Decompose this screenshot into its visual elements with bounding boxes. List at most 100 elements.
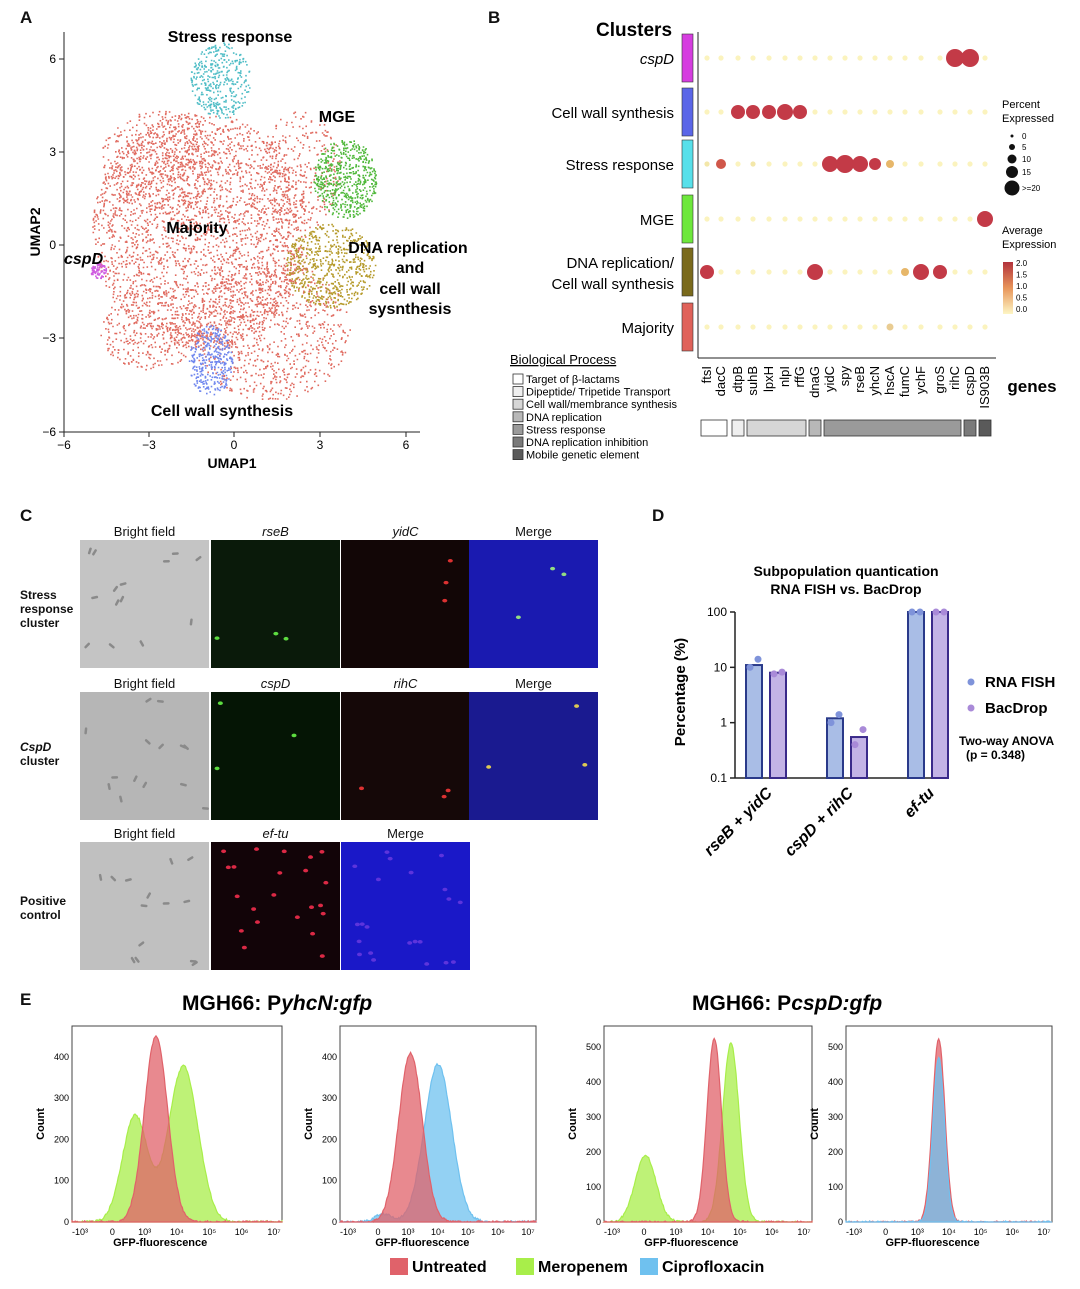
- expression-dot: [782, 269, 788, 275]
- gene-label: IS903B: [977, 366, 992, 409]
- expression-dot: [852, 156, 868, 172]
- expression-dot: [887, 269, 893, 275]
- expression-dot: [746, 105, 760, 119]
- chart-d-ytick: 10: [714, 660, 728, 674]
- expression-dot: [952, 269, 958, 275]
- color-legend-title-1: Average: [1002, 225, 1043, 237]
- flow-xtick: 10⁶: [765, 1227, 779, 1237]
- expression-dot: [967, 269, 973, 275]
- chart-d-ylabel: Percentage (%): [672, 638, 689, 746]
- umap-label-dna-1: DNA replication: [348, 240, 467, 257]
- cluster-color-bar: [681, 247, 694, 297]
- expression-dot: [887, 109, 893, 115]
- expression-dot: [704, 109, 710, 115]
- gene-label: dtpB: [730, 366, 745, 393]
- expression-dot: [842, 55, 848, 61]
- panel-label-e: E: [20, 990, 32, 1009]
- flow-xtick: -10³: [340, 1227, 356, 1237]
- microscopy-image: [80, 540, 209, 668]
- color-legend-title-2: Expression: [1002, 239, 1056, 251]
- flow-legend-label: Meropenem: [538, 1259, 628, 1276]
- expression-dot: [718, 109, 724, 115]
- expression-dot: [967, 161, 973, 167]
- flow-ytick: 200: [54, 1134, 69, 1144]
- umap-ytick: 0: [49, 238, 56, 252]
- cluster-label: Cell wall synthesis: [551, 276, 674, 293]
- microscopy-header: Merge: [515, 676, 552, 691]
- umap-xtick: −3: [142, 438, 156, 452]
- expression-dot: [937, 216, 943, 222]
- umap-xtick: 0: [231, 438, 238, 452]
- microscopy-image: [80, 692, 209, 820]
- expression-dot: [842, 269, 848, 275]
- gene-label: dnaG: [807, 366, 822, 398]
- expression-dot: [718, 55, 724, 61]
- flow-ylabel: Count: [303, 1108, 315, 1140]
- expression-dot: [731, 105, 745, 119]
- flow-xtick: 10⁴: [942, 1227, 956, 1237]
- flow-xlabel: GFP-fluorescence: [644, 1237, 738, 1249]
- size-legend-label: 10: [1022, 155, 1031, 164]
- process-legend-swatch: [512, 436, 524, 448]
- chart-d-bar: [931, 611, 949, 779]
- chart-d-point: [746, 663, 754, 671]
- flow-xtick: 10³: [401, 1227, 414, 1237]
- chart-d-point: [932, 608, 940, 616]
- flow-legend-swatch: [390, 1258, 408, 1275]
- expression-dot: [886, 323, 894, 331]
- flow-ylabel: Count: [35, 1108, 47, 1140]
- umap-label-dna-3: cell wall: [379, 281, 440, 298]
- expression-dot: [718, 324, 724, 330]
- expression-dot: [704, 216, 710, 222]
- microscopy-image: [211, 692, 340, 820]
- chart-d-point: [754, 655, 762, 663]
- expression-dot: [704, 55, 710, 61]
- flow-ytick: 0: [596, 1217, 601, 1227]
- flow-xtick: -10³: [846, 1227, 862, 1237]
- umap-xtick: 6: [403, 438, 410, 452]
- microscopy-image: [341, 842, 470, 970]
- flow-legend-label: Untreated: [412, 1259, 487, 1276]
- expression-dot: [982, 161, 988, 167]
- flow-ytick: 300: [54, 1093, 69, 1103]
- chart-d-point: [827, 719, 835, 727]
- chart-d-point: [835, 711, 843, 719]
- flow-legend-swatch: [516, 1258, 534, 1275]
- cluster-label: DNA replication/: [566, 255, 674, 272]
- gene-label: rffG: [792, 366, 807, 387]
- expression-dot: [716, 159, 726, 169]
- umap-xtick: 3: [317, 438, 324, 452]
- chart-d-subtitle: RNA FISH vs. BacDrop: [770, 581, 921, 597]
- expression-dot: [872, 109, 878, 115]
- chart-d-bar: [745, 664, 763, 779]
- gene-label: rseB: [852, 366, 867, 393]
- flow-xtick: 10⁷: [797, 1227, 810, 1237]
- flow-ytick: 500: [586, 1042, 601, 1052]
- size-legend-title-1: Percent: [1002, 99, 1040, 111]
- color-legend-label: 1.5: [1016, 271, 1028, 280]
- expression-dot: [937, 324, 943, 330]
- flow-legend-label: Ciprofloxacin: [662, 1259, 764, 1276]
- chart-d-bar: [907, 611, 925, 779]
- expression-dot: [735, 55, 741, 61]
- size-legend-dot: [1007, 154, 1017, 164]
- expression-dot: [918, 55, 924, 61]
- chart-d-ytick: 100: [707, 605, 727, 619]
- microscopy-row-label: Stress response cluster: [20, 588, 74, 630]
- microscopy-image: [80, 842, 209, 970]
- expression-dot: [807, 264, 823, 280]
- umap-label-dna-4: sysnthesis: [369, 301, 452, 318]
- expression-dot: [952, 109, 958, 115]
- flow-ytick: 100: [586, 1182, 601, 1192]
- expression-dot: [967, 216, 973, 222]
- chart-d-point: [770, 670, 778, 678]
- expression-dot: [750, 216, 756, 222]
- cluster-label: Majority: [621, 320, 674, 337]
- process-bar: [700, 419, 728, 437]
- expression-dot: [842, 109, 848, 115]
- expression-dot: [797, 55, 803, 61]
- flow-xtick: 0: [375, 1227, 380, 1237]
- size-legend-dot: [1006, 166, 1018, 178]
- gene-label: cspD: [962, 366, 977, 396]
- umap-label-majority: Majority: [166, 220, 227, 237]
